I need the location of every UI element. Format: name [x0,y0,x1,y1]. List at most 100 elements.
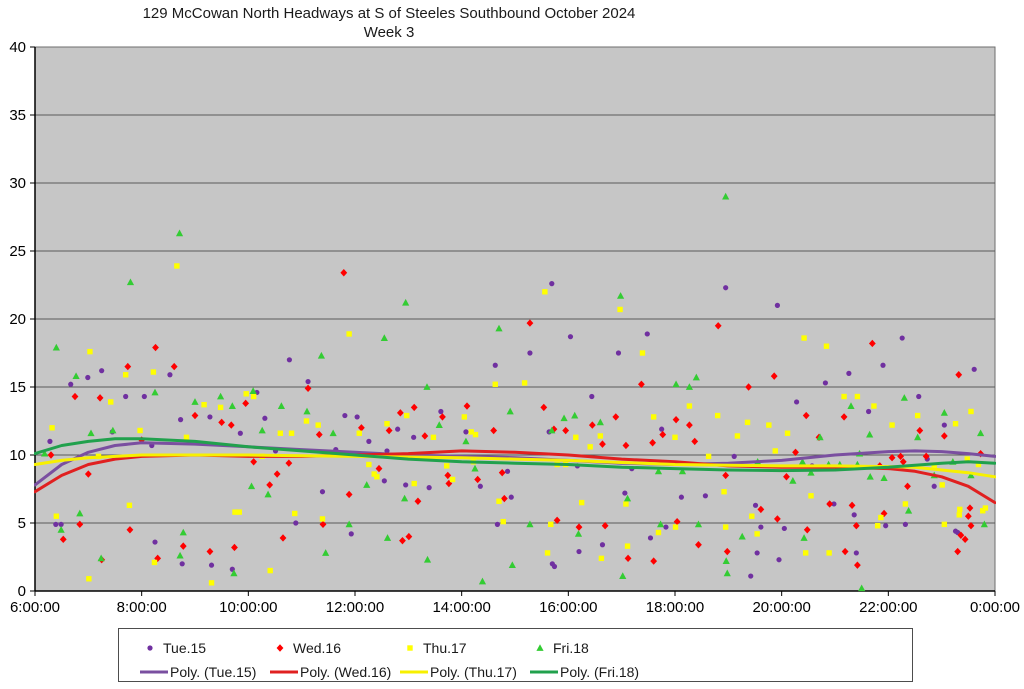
data-point-wed16 [686,421,693,429]
data-point-thu17 [766,422,772,428]
trendline-polywed16 [34,449,996,505]
data-point-tue15 [354,414,360,420]
legend-line-swatch [140,670,168,674]
data-point-thu17 [672,524,679,530]
data-point-tue15 [781,525,787,532]
data-point-thu17 [939,482,945,488]
legend-item-polythu17: Poly. (Thu.17) [399,661,517,683]
legend-item-polyfri18: Poly. (Fri.18) [529,661,639,683]
data-point-wed16 [575,523,583,531]
data-point-fri18 [247,482,256,490]
data-point-fri18 [423,383,431,390]
data-point-wed16 [304,384,312,393]
data-point-wed16 [840,413,848,421]
data-point-tue15 [58,521,64,527]
data-point-fri18 [940,409,948,416]
data-point-thu17 [303,418,310,424]
data-point-fri18 [345,520,353,528]
data-point-fri18 [880,474,888,482]
legend-item-polytue15: Poly. (Tue.15) [139,661,256,683]
data-point-thu17 [108,399,114,405]
data-point-wed16 [774,515,781,523]
legend-marker-circle-icon [147,645,153,651]
data-point-fri18 [866,430,874,438]
data-point-tue15 [647,535,654,541]
data-point-wed16 [802,411,810,420]
data-point-thu17 [705,453,712,460]
legend-item-polywed16: Poly. (Wed.16) [269,661,391,683]
legend-label: Fri.18 [553,640,589,656]
data-point-tue15 [438,408,444,415]
chart-title-line2: Week 3 [363,24,415,41]
data-point-tue15 [403,482,409,488]
data-point-fri18 [657,520,665,528]
data-point-tue15 [237,430,243,436]
data-point-wed16 [691,437,699,446]
data-point-tue15 [293,520,299,526]
data-point-wed16 [848,501,856,510]
data-point-wed16 [803,526,811,534]
x-tick-label: 8:00:00 [117,599,167,616]
data-point-wed16 [588,421,596,429]
data-point-thu17 [208,580,215,586]
data-point-thu17 [826,550,832,556]
data-point-wed16 [562,426,570,435]
data-point-thu17 [371,471,377,477]
data-point-thu17 [802,550,809,556]
data-point-thu17 [404,412,410,419]
legend-marker-diamond-icon [276,644,284,652]
data-point-fri18 [217,392,225,400]
data-point-tue15 [342,412,348,419]
chart-title: 129 McCowan North Headways at S of Steel… [0,4,778,42]
data-point-fri18 [816,433,824,441]
data-point-wed16 [358,424,365,432]
data-point-fri18 [258,426,266,434]
data-point-wed16 [722,471,730,480]
data-point-tue15 [851,512,857,518]
x-tick-label: 22:00:00 [859,599,917,616]
data-point-thu17 [721,489,727,495]
data-point-wed16 [59,535,67,544]
data-point-wed16 [553,516,561,524]
data-point-thu17 [931,463,937,469]
data-point-wed16 [916,426,924,435]
data-point-fri18 [462,437,470,445]
data-point-thu17 [744,419,751,426]
data-point-fri18 [495,324,503,332]
data-point-thu17 [686,403,693,409]
data-point-wed16 [868,339,876,348]
data-point-tue15 [551,563,558,570]
data-point-wed16 [279,534,287,542]
data-point-fri18 [967,471,975,479]
data-point-wed16 [396,409,404,417]
data-point-fri18 [560,414,568,422]
y-tick-label: 30 [9,175,26,192]
data-point-fri18 [277,402,285,409]
data-point-fri18 [57,526,65,533]
data-point-fri18 [722,192,730,200]
x-tick-label: 12:00:00 [326,599,384,616]
data-point-thu17 [975,461,982,468]
legend-item-tue15: Tue.15 [143,637,206,659]
data-point-wed16 [179,542,187,550]
data-point-fri18 [322,549,330,556]
data-point-wed16 [266,481,274,489]
data-point-thu17 [461,414,468,420]
data-point-fri18 [52,343,60,351]
data-point-thu17 [587,444,593,450]
data-point-fri18 [191,398,199,405]
data-point-wed16 [899,458,907,466]
data-point-wed16 [841,547,849,556]
data-point-tue15 [262,415,268,421]
data-point-tue15 [576,548,582,555]
data-point-thu17 [243,391,249,397]
data-point-thu17 [772,448,778,454]
data-point-tue15 [477,483,483,489]
data-point-wed16 [405,532,413,541]
data-point-tue15 [207,414,213,420]
data-point-fri18 [789,477,797,484]
data-point-wed16 [964,512,972,520]
data-point-tue15 [426,485,432,491]
data-point-fri18 [914,433,922,441]
data-point-wed16 [375,464,383,473]
